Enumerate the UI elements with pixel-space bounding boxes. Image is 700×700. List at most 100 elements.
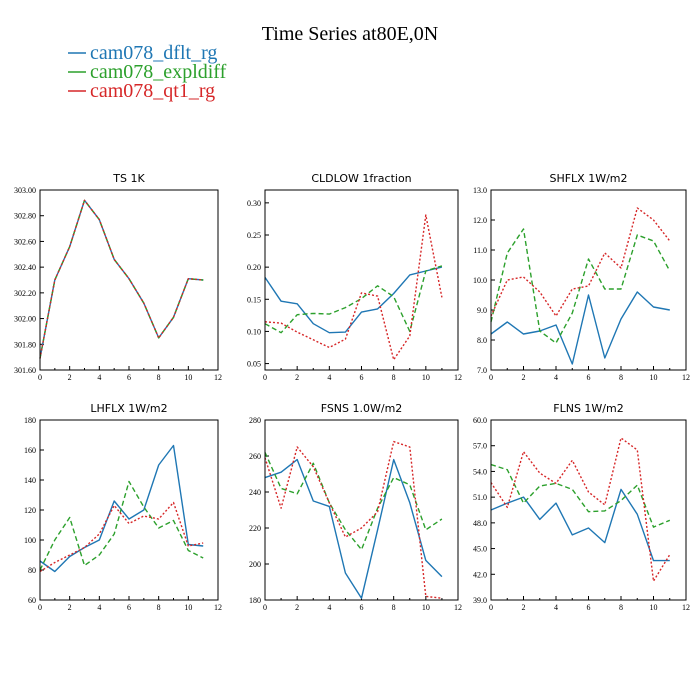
y-tick-label: 12.0 — [473, 216, 487, 225]
chart-panel-3: LHFLX 1W/m2 0 2 4 6 8 10 12 60 80 100 120 140 160 180 — [24, 402, 222, 612]
series-line-2 — [264, 440, 442, 599]
x-tick-label: 0 — [38, 603, 42, 612]
y-tick-label: 140 — [24, 476, 36, 485]
figure-title: Time Series at80E,0N — [262, 23, 438, 45]
chart-panel-1: CLDLOW 1fraction 0 2 4 6 8 10 12 0.05 0.10 0.15 0.2… — [247, 172, 462, 382]
panel-title: SHFLX 1W/m2 — [549, 172, 627, 185]
y-tick-label: 180 — [249, 596, 261, 605]
x-tick-label: 10 — [184, 373, 192, 382]
panel-title: TS 1K — [112, 172, 145, 185]
y-tick-label: 301.60 — [14, 366, 36, 375]
plot-frame — [39, 419, 219, 601]
legend-label-0: cam078_dflt_rg — [90, 42, 217, 64]
y-tick-label: 302.00 — [14, 315, 36, 324]
y-tick-label: 39.0 — [473, 596, 487, 605]
y-tick-label: 302.80 — [14, 212, 36, 221]
x-tick-label: 0 — [489, 603, 493, 612]
series-line-1 — [39, 480, 204, 571]
y-tick-label: 80 — [28, 566, 36, 575]
series-line-0 — [39, 444, 204, 573]
x-tick-label: 12 — [214, 373, 222, 382]
x-tick-label: 6 — [587, 373, 591, 382]
x-tick-label: 4 — [97, 603, 101, 612]
x-tick-label: 8 — [619, 603, 623, 612]
y-tick-label: 280 — [249, 416, 261, 425]
chart-panel-5: FLNS 1W/m2 0 2 4 6 8 10 12 39.0 42.0 45.0 48.0 51.0 5… — [473, 402, 690, 612]
plot-frame — [264, 419, 459, 601]
y-tick-label: 260 — [249, 452, 261, 461]
y-tick-label: 100 — [24, 536, 36, 545]
x-tick-label: 4 — [327, 373, 331, 382]
y-tick-label: 302.40 — [14, 263, 36, 272]
x-tick-label: 12 — [214, 603, 222, 612]
y-tick-label: 0.10 — [247, 327, 261, 336]
y-tick-label: 160 — [24, 446, 36, 455]
y-tick-label: 301.80 — [14, 340, 36, 349]
y-tick-label: 7.0 — [477, 366, 487, 375]
x-tick-label: 2 — [295, 603, 299, 612]
x-tick-label: 12 — [454, 603, 462, 612]
x-tick-label: 4 — [327, 603, 331, 612]
legend-label-1: cam078_expldiff — [90, 61, 227, 83]
y-tick-label: 13.0 — [473, 186, 487, 195]
series-line-0 — [39, 199, 204, 359]
x-tick-label: 2 — [522, 603, 526, 612]
y-tick-label: 200 — [249, 560, 261, 569]
y-tick-label: 42.0 — [473, 570, 487, 579]
panel-title: FLNS 1W/m2 — [553, 402, 623, 415]
x-tick-label: 8 — [619, 373, 623, 382]
x-tick-label: 8 — [392, 603, 396, 612]
x-tick-label: 8 — [157, 603, 161, 612]
x-tick-label: 10 — [422, 373, 430, 382]
chart-panel-2: SHFLX 1W/m2 0 2 4 6 8 10 12 7.0 8.0 9.0 10.0 11.0 12.… — [473, 172, 690, 382]
x-tick-label: 4 — [97, 373, 101, 382]
x-tick-label: 4 — [554, 373, 558, 382]
y-tick-label: 51.0 — [473, 493, 487, 502]
x-tick-label: 12 — [454, 373, 462, 382]
series-line-0 — [264, 458, 443, 599]
plot-frame — [264, 189, 459, 371]
x-tick-label: 0 — [263, 373, 267, 382]
x-tick-label: 10 — [650, 603, 658, 612]
y-tick-label: 45.0 — [473, 545, 487, 554]
x-tick-label: 12 — [682, 603, 690, 612]
x-tick-label: 0 — [489, 373, 493, 382]
y-tick-label: 0.30 — [247, 199, 261, 208]
y-tick-label: 0.20 — [247, 263, 261, 272]
y-tick-label: 54.0 — [473, 467, 487, 476]
series-line-1 — [490, 228, 671, 344]
x-tick-label: 0 — [263, 603, 267, 612]
legend: cam078_dflt_rgcam078_expldiffcam078_qt1_… — [68, 42, 227, 102]
panel-title: FSNS 1.0W/m2 — [321, 402, 403, 415]
y-tick-label: 0.05 — [247, 360, 261, 369]
y-tick-label: 120 — [24, 506, 36, 515]
series-line-1 — [490, 463, 671, 528]
x-tick-label: 0 — [38, 373, 42, 382]
y-tick-label: 240 — [249, 488, 261, 497]
x-tick-label: 6 — [587, 603, 591, 612]
y-tick-label: 9.0 — [477, 306, 487, 315]
x-tick-label: 4 — [554, 603, 558, 612]
y-tick-label: 10.0 — [473, 276, 487, 285]
series-line-2 — [39, 199, 204, 359]
plot-frame — [39, 189, 219, 371]
y-tick-label: 11.0 — [473, 246, 487, 255]
panel-title: CLDLOW 1fraction — [311, 172, 411, 185]
series-line-0 — [264, 266, 443, 334]
x-tick-label: 10 — [422, 603, 430, 612]
y-tick-label: 0.25 — [247, 231, 261, 240]
legend-label-2: cam078_qt1_rg — [90, 80, 215, 102]
y-tick-label: 0.15 — [247, 295, 261, 304]
panel-title: LHFLX 1W/m2 — [90, 402, 167, 415]
x-tick-label: 12 — [682, 373, 690, 382]
y-tick-label: 60 — [28, 596, 36, 605]
chart-panels: TS 1K 0 2 4 6 8 10 12 301.60 301.80 302.00 302.20 30… — [14, 172, 690, 612]
x-tick-label: 2 — [68, 603, 72, 612]
y-tick-label: 180 — [24, 416, 36, 425]
y-tick-label: 8.0 — [477, 336, 487, 345]
x-tick-label: 6 — [360, 373, 364, 382]
chart-panel-4: FSNS 1.0W/m2 0 2 4 6 8 10 12 180 200 220 240 260 280 — [249, 402, 462, 612]
y-tick-label: 302.20 — [14, 289, 36, 298]
y-tick-label: 220 — [249, 524, 261, 533]
